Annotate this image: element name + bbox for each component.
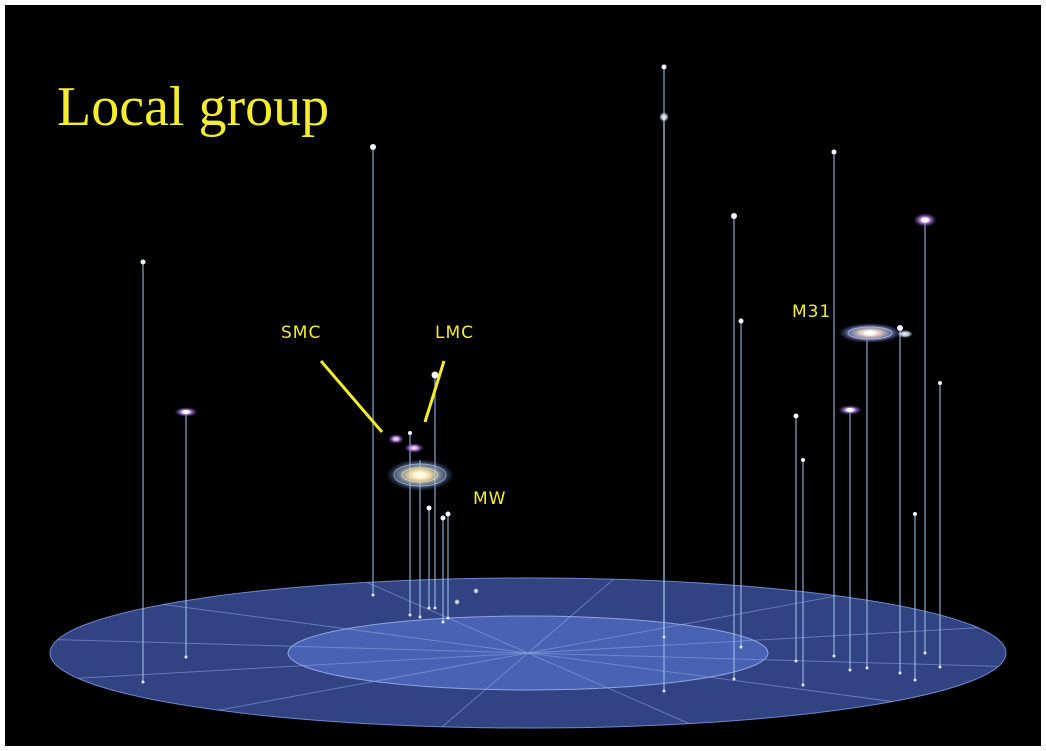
pillar-foot bbox=[739, 645, 743, 649]
galaxy-marker bbox=[731, 213, 737, 219]
pillar-foot bbox=[433, 606, 437, 610]
pillar-foot bbox=[441, 620, 445, 624]
satellite-galaxy-dot bbox=[473, 588, 479, 594]
disk-spokes bbox=[57, 578, 999, 728]
galaxy-marker bbox=[426, 505, 432, 511]
pillar-foot bbox=[141, 680, 145, 684]
disk-spoke bbox=[527, 652, 893, 703]
galaxy-marker bbox=[370, 144, 376, 150]
pillar-foot bbox=[662, 689, 666, 693]
pillar-foot bbox=[923, 651, 927, 655]
andromeda-spiral-icon bbox=[838, 323, 913, 343]
pillar-foot bbox=[732, 677, 736, 681]
pillar-foot bbox=[446, 616, 450, 620]
galaxy-marker bbox=[938, 381, 942, 385]
reference-disk bbox=[49, 577, 1007, 729]
galaxy-marker bbox=[801, 458, 805, 462]
galaxy-pillars bbox=[140, 64, 942, 693]
disk-spoke bbox=[527, 627, 979, 654]
galaxy-marker bbox=[408, 431, 412, 435]
galaxy-marker bbox=[431, 371, 439, 379]
satellite-galaxy-dot bbox=[454, 599, 460, 605]
disk-spoke bbox=[527, 595, 838, 654]
disk-spoke bbox=[442, 652, 529, 728]
disk-spoke bbox=[527, 652, 690, 725]
galaxy-marker bbox=[140, 259, 146, 265]
galaxy-marker bbox=[831, 149, 837, 155]
slide-title: Local group bbox=[57, 76, 330, 138]
pillar-foot bbox=[662, 635, 666, 639]
pillar-foot bbox=[898, 671, 902, 675]
disk-spoke bbox=[57, 639, 529, 654]
smc-galaxy-icon bbox=[388, 434, 404, 444]
disk-spoke bbox=[527, 578, 614, 654]
lmc-pointer-line bbox=[423, 360, 446, 423]
label-m31: M31 bbox=[792, 302, 832, 322]
pillar-foot bbox=[832, 654, 836, 658]
pillar-foot bbox=[913, 678, 917, 682]
label-lmc: LMC bbox=[435, 323, 475, 343]
local-group-diagram bbox=[49, 64, 1007, 729]
pillar-foot bbox=[184, 655, 188, 659]
disk-spoke bbox=[163, 603, 529, 654]
pillar-foot bbox=[418, 615, 422, 619]
pillar-foot bbox=[865, 666, 869, 670]
galaxy-marker bbox=[738, 318, 744, 324]
pillar-foot bbox=[848, 668, 852, 672]
pillar-foot bbox=[794, 659, 798, 663]
disk-spoke bbox=[77, 652, 529, 679]
pillar-foot bbox=[427, 606, 431, 610]
elliptical-galaxy-icon bbox=[838, 405, 862, 415]
pillar-foot bbox=[408, 613, 412, 617]
spiral-galaxy-top-right-icon bbox=[913, 213, 937, 227]
galaxy-marker bbox=[793, 413, 799, 419]
dwarf-galaxy-icon bbox=[174, 407, 198, 417]
lmc-galaxy-icon bbox=[404, 443, 424, 453]
slide: Local group SMC LMC MW M31 bbox=[5, 5, 1041, 746]
galaxy-marker bbox=[661, 64, 667, 70]
galaxy-marker bbox=[445, 511, 451, 517]
galaxy-marker bbox=[913, 512, 917, 516]
smc-pointer-line bbox=[319, 360, 384, 433]
disk-spoke bbox=[218, 652, 529, 711]
pillar-foot bbox=[371, 593, 375, 597]
galaxy-marker bbox=[440, 515, 446, 521]
pillar-foot bbox=[938, 665, 942, 669]
disk-spoke bbox=[527, 652, 999, 667]
pillar-foot bbox=[801, 683, 805, 687]
label-smc: SMC bbox=[281, 323, 322, 343]
galaxy-marker bbox=[659, 112, 669, 122]
milky-way-spiral-icon bbox=[386, 459, 454, 491]
label-mw: MW bbox=[473, 489, 507, 509]
